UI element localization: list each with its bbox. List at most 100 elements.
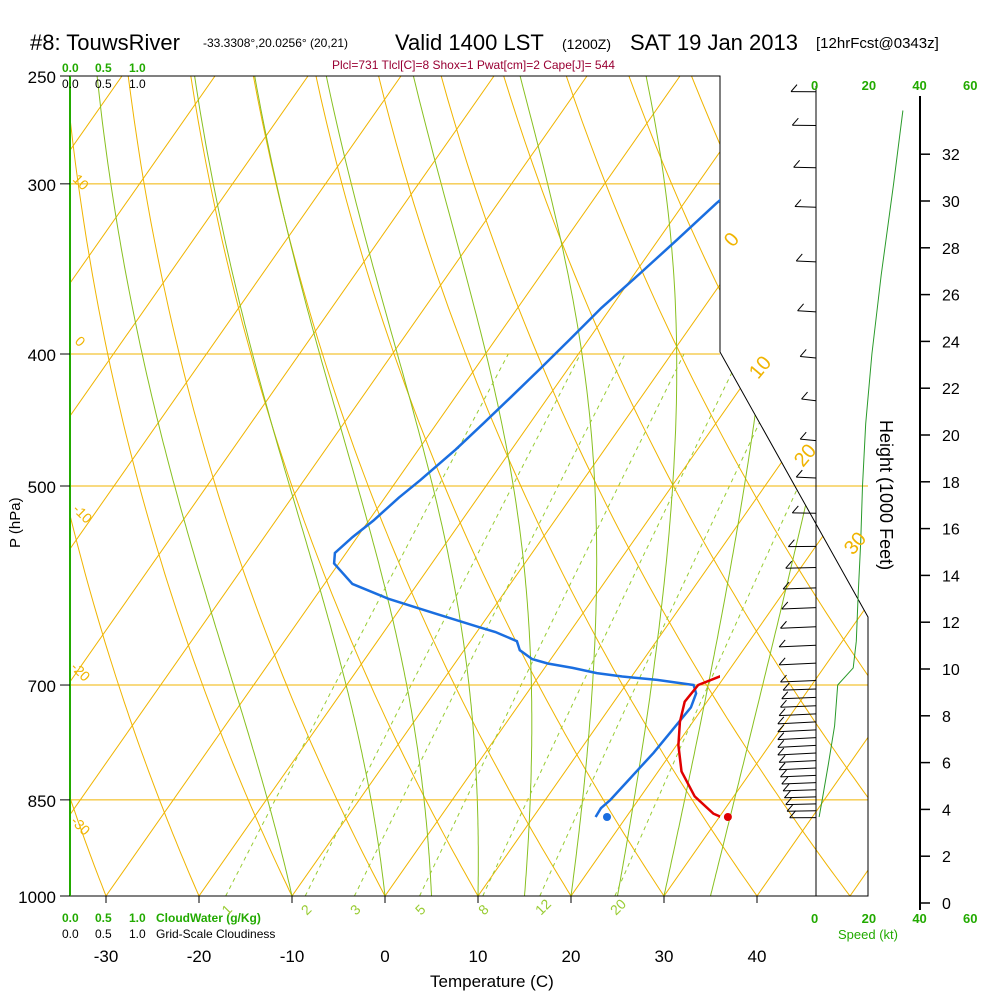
temperature-line — [677, 675, 720, 818]
height-tick-label: 28 — [942, 241, 960, 258]
mixing-ratio-line — [304, 353, 581, 896]
temperature-tick-label: 40 — [748, 947, 767, 966]
wind-barb — [780, 626, 817, 629]
wind-barb-flag — [787, 539, 795, 548]
dry-adiabat-line — [879, 76, 1000, 896]
mixing-ratio-label: 5 — [412, 901, 429, 918]
height-tick-label: 0 — [942, 896, 951, 913]
wind-barb — [781, 696, 817, 700]
station-title: #8: TouwsRiver — [30, 30, 180, 55]
wind-barb-flag — [780, 674, 787, 683]
wind-barb — [779, 644, 817, 648]
dry-adiabat-line — [315, 76, 665, 896]
wind-barb-flag — [786, 803, 794, 812]
pressure-tick-label: 500 — [28, 478, 56, 497]
cloudwater-tick-bottom: 0.0 — [62, 911, 79, 925]
dry-adiabat-label: -20 — [68, 659, 94, 685]
parcel-line — [757, 111, 893, 637]
cloudiness-tick-top: 0.0 — [62, 77, 79, 91]
dry-adiabat-line — [378, 76, 758, 896]
wind-barb-flag — [785, 560, 793, 569]
wind-barb — [779, 713, 817, 717]
wind-barb-flag — [799, 349, 807, 357]
wind-barb — [783, 789, 817, 792]
wind-barb — [797, 310, 817, 313]
wind-barb-flag — [795, 253, 803, 262]
isotherm-line — [0, 76, 29, 896]
profiles — [332, 111, 893, 822]
wind-barb — [779, 662, 817, 666]
wind-barb — [783, 587, 817, 590]
wind-barb — [777, 752, 817, 756]
wind-barb-flag — [781, 691, 789, 700]
temperature-tick-label: 30 — [655, 947, 674, 966]
wind-barb — [785, 567, 817, 569]
wind-barbs — [777, 84, 817, 896]
cloudiness-label: Grid-Scale Cloudiness — [156, 927, 275, 941]
pressure-tick-label: 300 — [28, 176, 56, 195]
height-tick-label: 6 — [942, 756, 951, 773]
wind-barb — [787, 810, 817, 812]
wind-barb-flag — [795, 469, 803, 478]
wind-barb-flag — [778, 657, 786, 666]
wind-barb-flag — [799, 431, 807, 440]
mixing-ratio-label: 12 — [532, 895, 554, 917]
wind-barb — [784, 796, 817, 799]
forecast-run: [12hrFcst@0343z] — [816, 35, 939, 52]
wind-barb — [780, 680, 817, 683]
mixing-ratio-label: 20 — [607, 895, 629, 917]
wind-speed-line — [818, 110, 904, 818]
height-tick-label: 32 — [942, 147, 960, 164]
wind-barb-flag — [777, 724, 785, 733]
wind-barb — [779, 760, 817, 763]
height-tick-label: 12 — [942, 615, 960, 632]
wind-barb-flag — [778, 639, 786, 648]
pressure-tick-label: 700 — [28, 677, 56, 696]
height-tick-label: 18 — [942, 475, 960, 492]
height-tick-label: 2 — [942, 849, 951, 866]
wind-barb — [779, 767, 817, 771]
wind-barb-flag — [793, 159, 801, 168]
wind-barb — [780, 705, 817, 708]
wind-barb — [796, 260, 817, 263]
moist-adiabat-line — [412, 76, 533, 896]
wind-barb — [777, 737, 817, 741]
height-tick-label: 4 — [942, 802, 951, 819]
pressure-tick-label: 400 — [28, 346, 56, 365]
wind-barb-flag — [781, 776, 789, 785]
cloudiness-tick-bottom: 1.0 — [129, 927, 146, 941]
moist-adiabat-line — [194, 76, 386, 896]
wind-barb-flag — [791, 117, 799, 126]
wind-barb — [780, 774, 817, 778]
wind-barb — [781, 782, 817, 785]
height-tick-label: 30 — [942, 194, 960, 211]
wind-barb-flag — [777, 740, 785, 748]
speed-tick-top: 20 — [862, 78, 876, 93]
wind-barb — [783, 688, 817, 691]
temperature-tick-label: 10 — [469, 947, 488, 966]
wind-barb — [777, 729, 817, 733]
speed-tick-bottom: 40 — [912, 911, 926, 926]
dry-adiabat-line — [70, 76, 107, 896]
mixing-ratio-line — [539, 353, 793, 896]
surface-dewpoint-marker — [602, 813, 611, 822]
isotherm-line — [70, 76, 216, 896]
isotherm-label: 0 — [720, 229, 744, 252]
dry-adiabat-label: 10 — [70, 171, 92, 193]
wind-barb-flag — [778, 708, 786, 716]
wind-barb-flag — [782, 682, 790, 691]
cloudiness-tick-top: 1.0 — [129, 77, 146, 91]
surface-temperature-marker — [723, 813, 732, 822]
speed-tick-top: 40 — [912, 78, 926, 93]
height-tick-label: 16 — [942, 522, 960, 539]
pressure-axis-label: P (hPa) — [7, 497, 24, 548]
temperature-tick-label: 20 — [562, 947, 581, 966]
dry-adiabat-line — [252, 76, 572, 896]
moist-adiabat-line — [254, 76, 432, 896]
height-tick-label: 22 — [942, 381, 960, 398]
speed-axis-label: Speed (kt) — [838, 927, 898, 942]
forecast-date: SAT 19 Jan 2013 — [630, 30, 798, 55]
moist-adiabat-line — [325, 76, 479, 896]
isotherm-line — [663, 76, 868, 896]
